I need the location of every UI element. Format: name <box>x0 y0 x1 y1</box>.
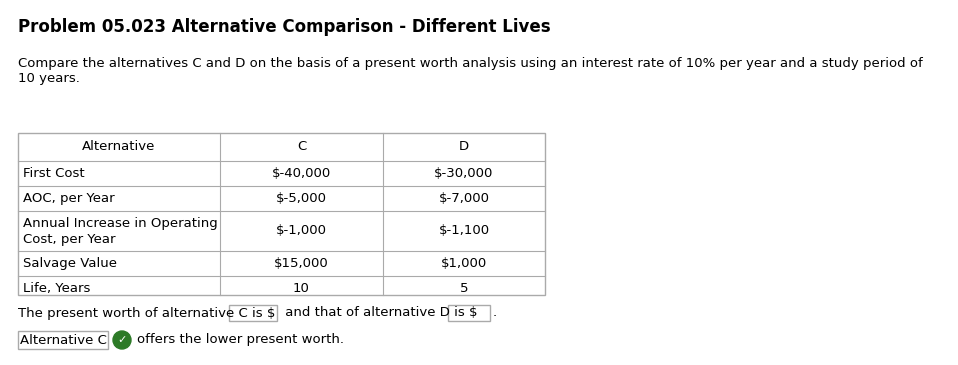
Text: offers the lower present worth.: offers the lower present worth. <box>137 334 344 346</box>
Text: $1,000: $1,000 <box>441 257 487 270</box>
Text: Salvage Value: Salvage Value <box>23 257 117 270</box>
Text: .: . <box>492 307 496 319</box>
Text: AOC, per Year: AOC, per Year <box>23 192 115 205</box>
Bar <box>448 305 490 321</box>
Text: $-30,000: $-30,000 <box>434 167 493 180</box>
Text: Annual Increase in Operating
Cost, per Year: Annual Increase in Operating Cost, per Y… <box>23 216 217 246</box>
Text: $-1,100: $-1,100 <box>439 224 490 238</box>
Text: Life, Years: Life, Years <box>23 282 90 295</box>
Text: $15,000: $15,000 <box>274 257 329 270</box>
Text: 10: 10 <box>293 282 310 295</box>
Text: 5: 5 <box>460 282 468 295</box>
Text: Problem 05.023 Alternative Comparison - Different Lives: Problem 05.023 Alternative Comparison - … <box>18 18 551 36</box>
Text: The present worth of alternative C is $: The present worth of alternative C is $ <box>18 307 275 319</box>
Text: C: C <box>297 141 307 154</box>
Bar <box>18 331 108 349</box>
Bar <box>229 305 277 321</box>
Text: First Cost: First Cost <box>23 167 84 180</box>
Text: and that of alternative D is $: and that of alternative D is $ <box>281 307 477 319</box>
Text: $-40,000: $-40,000 <box>272 167 331 180</box>
Text: Compare the alternatives C and D on the basis of a present worth analysis using : Compare the alternatives C and D on the … <box>18 57 923 70</box>
Text: ✓: ✓ <box>117 335 126 345</box>
Text: $-7,000: $-7,000 <box>439 192 490 205</box>
Text: D: D <box>459 141 469 154</box>
Text: Alternative C: Alternative C <box>19 334 106 346</box>
Text: $-1,000: $-1,000 <box>276 224 327 238</box>
Text: 10 years.: 10 years. <box>18 72 80 85</box>
Circle shape <box>113 331 131 349</box>
Text: $-5,000: $-5,000 <box>276 192 327 205</box>
Text: Alternative: Alternative <box>82 141 156 154</box>
Bar <box>18 133 545 295</box>
